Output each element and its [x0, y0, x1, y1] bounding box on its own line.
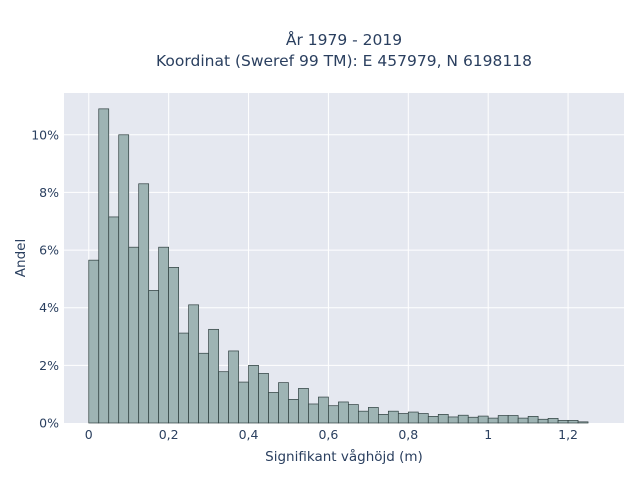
- y-tick-label: 0%: [39, 416, 59, 431]
- histogram-bar: [457, 414, 469, 424]
- x-tick-label: 1,2: [558, 427, 578, 442]
- x-tick-label: 0,2: [159, 427, 179, 442]
- histogram-bar: [298, 388, 309, 424]
- x-tick-label: 1: [484, 427, 492, 442]
- histogram-bar: [427, 416, 439, 424]
- x-tick-label: 0,8: [398, 427, 418, 442]
- x-tick-label: 0,6: [318, 427, 338, 442]
- histogram-bar: [148, 290, 160, 424]
- histogram-bar: [128, 246, 140, 424]
- histogram-bar: [387, 410, 399, 424]
- histogram-bar: [318, 396, 329, 424]
- histogram-bar: [218, 371, 229, 424]
- histogram-bar: [138, 183, 150, 424]
- histogram-bar: [118, 134, 130, 424]
- histogram-bars: [88, 108, 589, 424]
- histogram-bar: [417, 413, 429, 424]
- histogram-bar: [577, 421, 589, 424]
- histogram-bar: [328, 405, 339, 424]
- histogram-bar: [447, 416, 459, 424]
- histogram-bar: [487, 417, 499, 424]
- x-tick-label: 0,4: [239, 427, 259, 442]
- histogram-bar: [507, 415, 519, 424]
- y-axis-ticks: 0% 2% 4% 6% 8% 10%: [31, 127, 59, 430]
- histogram-bar: [158, 246, 170, 424]
- x-tick-label: 0: [85, 427, 93, 442]
- histogram-bar: [547, 418, 559, 424]
- histogram-bar: [467, 416, 479, 424]
- histogram-bar: [567, 420, 579, 424]
- histogram-bar: [178, 332, 189, 424]
- histogram-bar: [238, 381, 249, 424]
- histogram-bar: [188, 304, 199, 424]
- histogram-bar: [308, 403, 319, 424]
- y-tick-label: 6%: [39, 243, 59, 258]
- histogram-bar: [397, 413, 409, 424]
- x-axis-title: Signifikant våghöjd (m): [265, 448, 423, 465]
- histogram-bar: [437, 414, 449, 424]
- histogram-bar: [517, 417, 529, 424]
- histogram-bar: [288, 399, 299, 424]
- histogram-bar: [228, 350, 239, 424]
- histogram-bar: [168, 267, 179, 424]
- y-axis-title: Andel: [13, 239, 29, 277]
- y-tick-label: 4%: [39, 300, 59, 315]
- x-axis-ticks: 0 0,2 0,4 0,6 0,8 1 1,2: [85, 427, 578, 442]
- histogram-bar: [358, 410, 369, 424]
- y-tick-label: 2%: [39, 358, 59, 373]
- histogram-bar: [98, 108, 110, 424]
- y-tick-label: 10%: [31, 127, 59, 142]
- histogram-bar: [537, 418, 549, 424]
- y-tick-label: 8%: [39, 185, 59, 200]
- histogram-bar: [108, 216, 120, 424]
- histogram-bar: [268, 392, 279, 424]
- chart-title-line-1: År 1979 - 2019: [286, 30, 402, 49]
- histogram-bar: [278, 382, 289, 424]
- chart-title-line-2: Koordinat (Sweref 99 TM): E 457979, N 61…: [156, 52, 532, 70]
- histogram-bar: [368, 407, 379, 424]
- histogram-bar: [497, 415, 509, 424]
- histogram-bar: [407, 411, 419, 424]
- histogram-bar: [338, 401, 349, 424]
- histogram-bar: [527, 416, 539, 424]
- histogram-bar: [477, 415, 489, 424]
- histogram-bar: [208, 328, 219, 424]
- histogram-bar: [557, 420, 569, 424]
- histogram-bar: [348, 404, 359, 424]
- histogram-bar: [198, 352, 209, 424]
- histogram-bar: [88, 259, 100, 424]
- histogram-bar: [378, 414, 389, 424]
- histogram-bar: [258, 373, 269, 424]
- histogram-bar: [248, 365, 259, 424]
